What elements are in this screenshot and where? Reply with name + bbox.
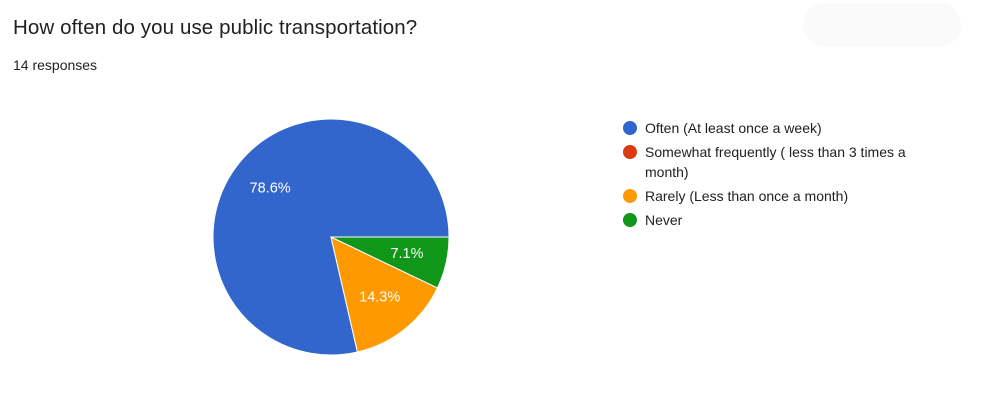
- slice-label-rarely: 14.3%: [359, 290, 400, 306]
- slice-label-never: 7.1%: [390, 246, 423, 262]
- legend-item-often[interactable]: Often (At least once a week): [623, 118, 943, 138]
- legend-item-never[interactable]: Never: [623, 210, 943, 230]
- chart-legend: Often (At least once a week) Somewhat fr…: [623, 118, 943, 234]
- legend-label-somewhat-frequently: Somewhat frequently ( less than 3 times …: [645, 144, 906, 180]
- legend-label-often: Often (At least once a week): [645, 120, 822, 136]
- legend-item-somewhat-frequently[interactable]: Somewhat frequently ( less than 3 times …: [623, 142, 943, 182]
- legend-swatch-rarely: [623, 189, 637, 203]
- question-title: How often do you use public transportati…: [13, 16, 418, 39]
- legend-swatch-somewhat-frequently: [623, 145, 637, 159]
- legend-swatch-never: [623, 213, 637, 227]
- pie-slice-rarely[interactable]: [330, 236, 439, 353]
- legend-item-rarely[interactable]: Rarely (Less than once a month): [623, 186, 943, 206]
- response-count: 14 responses: [13, 57, 98, 73]
- legend-swatch-often: [623, 121, 637, 135]
- pie-slice-never[interactable]: [330, 236, 450, 289]
- legend-label-never: Never: [645, 212, 683, 228]
- pie-slice-often[interactable]: [212, 118, 450, 356]
- legend-label-rarely: Rarely (Less than once a month): [645, 188, 849, 204]
- pie-slice-labels: 78.6% 14.3% 7.1%: [250, 180, 424, 305]
- pie-slices: [212, 118, 450, 356]
- copy-chart-button[interactable]: [803, 3, 961, 47]
- slice-label-often: 78.6%: [250, 180, 291, 196]
